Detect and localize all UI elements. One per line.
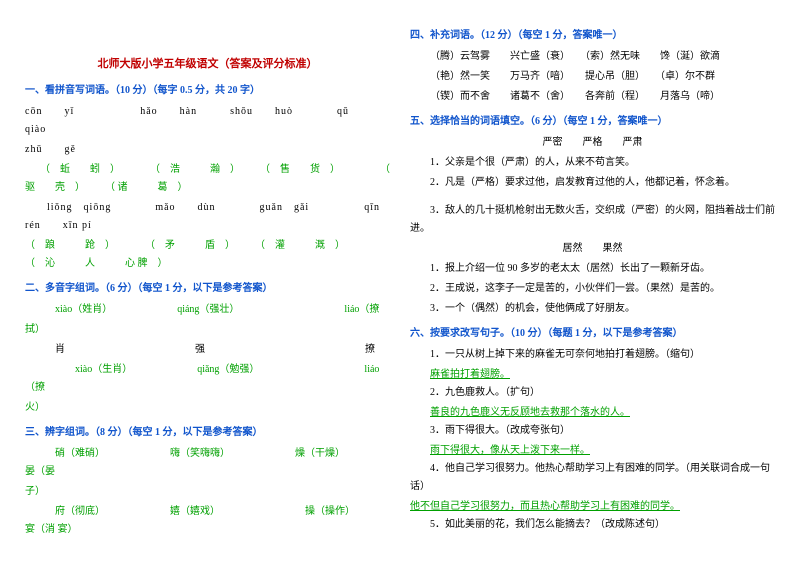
left-column: 北师大版小学五年级语文（答案及评分标准） 一、看拼音写词语。（10 分）（每字 … (15, 20, 400, 546)
section-6-a2: 善良的九色鹿义无反顾地去救那个落水的人。 (410, 404, 775, 422)
section-6-q4: 4．他自己学习很努力。他热心帮助学习上有困难的同学。（用关联词合成一句话） (410, 460, 775, 496)
section-4-header: 四、补充词语。（12 分）（每空 1 分，答案唯一） (410, 28, 775, 44)
section-6-q1: 1．一只从树上掉下来的麻雀无可奈何地拍打着翅膀。（缩句） (410, 346, 775, 364)
section-4-line-1: （腾）云驾雾 兴亡盛（衰） （索）然无味 馋（涎）欲滴 (410, 48, 775, 66)
section-3-line-2: 府（彻底） 嬉（嬉戏） 操（操作） 宴（消 宴） (25, 503, 390, 539)
section-4-line-3: （锲）而不舍 诸葛不（舍） 各奔前（程） 月落乌（啼） (410, 88, 775, 106)
section-5-header: 五、选择恰当的词语填空。（6 分）（每空 1 分，答案唯一） (410, 114, 775, 130)
section-2-line-3: xiào（生肖） qiǎng（勉强） liáo（撩 (25, 361, 390, 397)
pinyin-line-3: liǒng qiōng mǎo dùn guǎn gǎi qīn rén xīn… (25, 199, 390, 235)
section-6-header: 六、按要求改写句子。（10 分）（每题 1 分，以下是参考答案） (410, 326, 775, 342)
section-6-a4: 他不但自己学习很努力，而且热心帮助学习上有困难的同学。 (410, 498, 775, 516)
section-5-q2: 2．凡是（严格）要求过他，启发教育过他的人，他都记着，怀念着。 (410, 174, 775, 192)
section-6-q3: 3．雨下得很大。（改成夸张句） (410, 422, 775, 440)
answer-line-1: （ 蚯 蚓 ） （ 浩 瀚 ） （ 售 货 ） （ 驱 壳 ） （ 诸 葛 ） (25, 161, 390, 197)
section-2-line-1: xiào（姓肖） qiáng（强壮） liáo（撩 (25, 301, 390, 319)
section-2-line-2: 肖 强 撩 (25, 341, 390, 359)
section-6-q5: 5．如此美丽的花，我们怎么能摘去？（改成陈述句） (410, 516, 775, 534)
section-6-q2: 2．九色鹿救人。（扩句） (410, 384, 775, 402)
section-4-line-2: （艳）然一笑 万马齐（喑） 提心吊（胆） （卓）尔不群 (410, 68, 775, 86)
section-3-line-1b: 子） (25, 483, 390, 501)
pinyin-line-1: cōn yǐ hǎo hàn shōu huò qū qiào (25, 103, 390, 139)
section-5-q4: 1．报上介绍一位 90 多岁的老太太（居然）长出了一颗新牙齿。 (410, 260, 775, 278)
right-column: 四、补充词语。（12 分）（每空 1 分，答案唯一） （腾）云驾雾 兴亡盛（衰）… (400, 20, 785, 546)
section-1-header: 一、看拼音写词语。（10 分）（每字 0.5 分，共 20 字） (25, 83, 390, 99)
section-5-words-2: 居然 果然 (410, 240, 775, 258)
document-title: 北师大版小学五年级语文（答案及评分标准） (25, 55, 390, 71)
section-3-line-1: 硝（难硝） 嗨（笑嗨嗨） 燥（干燥） 晏（晏 (25, 445, 390, 481)
section-5-q5: 2．王成说，这李子一定是苦的，小伙伴们一尝。（果然）是苦的。 (410, 280, 775, 298)
section-6-a1: 麻雀拍打着翅膀。 (410, 366, 775, 384)
section-2-line-3b: 火） (25, 399, 390, 417)
section-6-a3: 雨下得很大，像从天上泼下来一样。 (410, 442, 775, 460)
section-5-words-1: 严密 严格 严肃 (410, 134, 775, 152)
section-3-header: 三、辨字组词。（8 分）（每空 1 分，以下是参考答案） (25, 425, 390, 441)
section-2-line-1b: 拭） (25, 321, 390, 339)
pinyin-line-2: zhū gě (25, 141, 390, 159)
section-5-q3: 3．敌人的几十挺机枪射出无数火舌，交织成（严密）的火网，阻挡着战士们前进。 (410, 202, 775, 238)
section-5-q1: 1．父亲是个很（严肃）的人，从来不苟言笑。 (410, 154, 775, 172)
answer-line-2: （ 踉 跄 ） （ 矛 盾 ） （ 灌 溉 ） （ 沁 人 心 脾 ） (25, 237, 390, 273)
section-5-q6: 3．一个（偶然）的机会，使他俩成了好朋友。 (410, 300, 775, 318)
section-2-header: 二、多音字组词。（6 分）（每空 1 分，以下是参考答案） (25, 281, 390, 297)
